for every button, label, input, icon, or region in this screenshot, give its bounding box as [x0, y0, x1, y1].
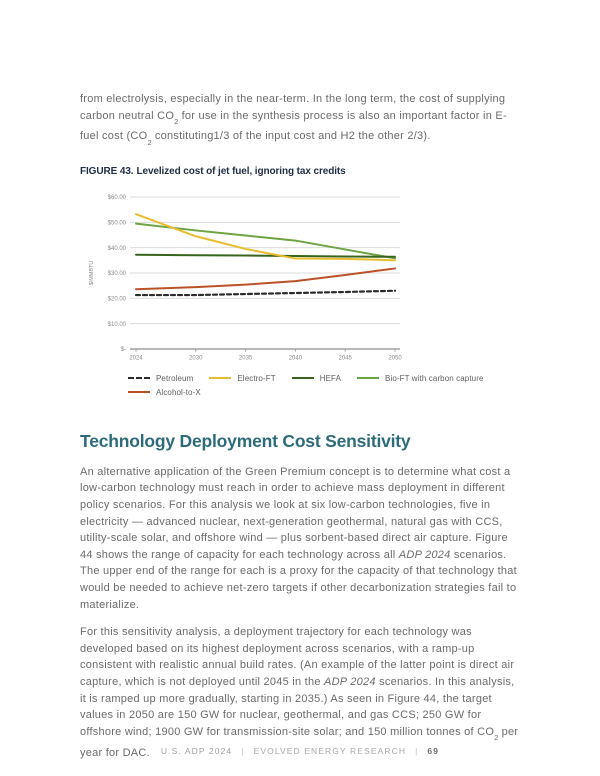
y-tick-label: $10.00 — [108, 322, 127, 328]
y-tick-label: $- — [121, 347, 126, 353]
legend-item: Alcohol-to-X — [128, 388, 201, 397]
x-tick-label: 2030 — [189, 356, 203, 362]
series-line-alcohol-to-x — [135, 267, 396, 291]
section-paragraph-2: For this sensitivity analysis, a deploym… — [80, 626, 519, 759]
series-line-petroleum — [134, 289, 397, 297]
chart-legend: Petroleum Electro-FT HEFA Bio-FT with carbo… — [128, 371, 522, 399]
legend-item: Petroleum — [128, 374, 193, 383]
legend-item: HEFA — [291, 373, 342, 383]
legend-line-sample — [357, 377, 380, 380]
legend-label: Alcohol-to-X — [156, 387, 201, 397]
x-tick-label: 2040 — [289, 356, 303, 362]
footer-separator: | — [241, 746, 245, 756]
footer-publisher: EVOLVED ENERGY RESEARCH — [253, 746, 407, 756]
legend-line-sample — [209, 377, 232, 380]
figure-caption: FIGURE 43. Levelized cost of jet fuel, ig… — [80, 166, 522, 177]
chart-plot-area: $- $10.00 $20.00 $30.00 $40.00 $50.00 $60.00 20… — [89, 195, 402, 362]
legend-item: Bio-FT with carbon capture — [357, 374, 484, 383]
intro-paragraph: from electrolysis, especially in the nea… — [80, 93, 507, 147]
y-tick-label: $30.00 — [108, 271, 127, 277]
x-tick-label: 2050 — [388, 356, 402, 362]
legend-line-sample — [128, 377, 150, 380]
legend-label: HEFA — [319, 373, 342, 383]
y-tick-label: $60.00 — [108, 195, 127, 201]
x-tick-label: 2035 — [239, 356, 253, 362]
x-tick-label: 2024 — [129, 356, 143, 362]
y-tick-label: $20.00 — [108, 297, 127, 303]
y-tick-label: $50.00 — [108, 221, 127, 227]
footer-separator: | — [415, 746, 419, 756]
series-line-bio-ft-with-carbon-capture — [135, 222, 396, 260]
section-paragraph-1: An alternative application of the Green … — [80, 465, 517, 611]
legend-label: Bio-FT with carbon capture — [385, 373, 484, 383]
figure-caption-label: FIGURE 43. — [80, 166, 134, 178]
page-content: from electrolysis, especially in the nea… — [80, 80, 522, 772]
footer-page-number: 69 — [427, 746, 440, 756]
section-heading: Technology Deployment Cost Sensitivity — [80, 431, 411, 452]
page-footer: U.S. ADP 2024 | EVOLVED ENERGY RESEARCH | 69 — [0, 746, 600, 756]
y-tick-label: $40.00 — [108, 246, 127, 252]
x-tick-label: 2045 — [339, 356, 353, 362]
series-line-electro-ft — [135, 213, 396, 262]
legend-line-sample — [128, 391, 150, 394]
legend-label: Electro-FT — [237, 373, 276, 383]
levelized-cost-chart: $- $10.00 $20.00 $30.00 $40.00 $50.00 $60.00 20… — [84, 183, 522, 399]
legend-line-sample — [291, 377, 314, 380]
y-axis-title: $/MMBTU — [89, 261, 95, 286]
legend-label: Petroleum — [156, 373, 194, 383]
figure-caption-text: Levelized cost of jet fuel, ignoring tax… — [136, 166, 346, 178]
legend-row: Petroleum Electro-FT HEFA Bio-FT with carbo… — [128, 371, 522, 385]
footer-report-name: U.S. ADP 2024 — [160, 746, 233, 756]
legend-row: Alcohol-to-X — [128, 385, 522, 399]
legend-item: Electro-FT — [209, 373, 276, 383]
series-line-hefa — [135, 253, 396, 258]
